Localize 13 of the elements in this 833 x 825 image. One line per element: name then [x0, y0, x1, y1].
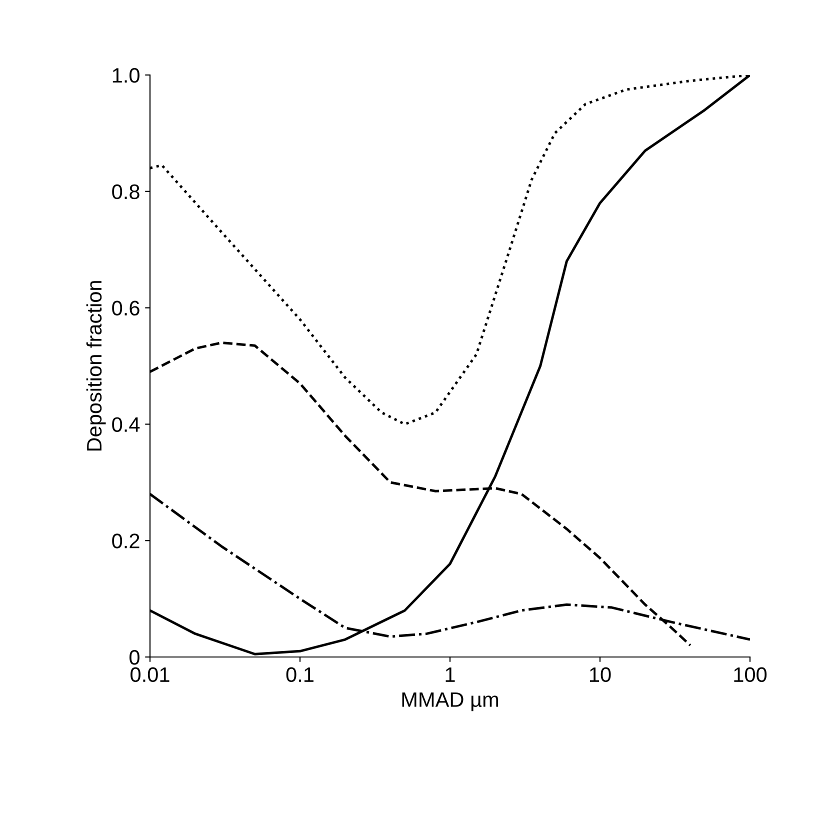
y-tick-label: 0.6	[112, 300, 140, 316]
y-axis-title: Deposition fraction	[86, 281, 106, 451]
y-tick-label: 0.8	[112, 184, 140, 200]
x-tick-label: 0.1	[286, 667, 314, 682]
y-tick-label: 0.2	[112, 534, 140, 548]
y-tick-label: 1.0	[112, 68, 140, 83]
x-axis-title: MMAD µm	[402, 692, 498, 712]
x-tick-label: 1	[446, 667, 455, 682]
x-tick-label: 10	[590, 667, 611, 682]
y-tick-label: 0	[130, 650, 140, 665]
x-tick-label: 0.01	[130, 667, 170, 682]
x-tick-label: 100	[734, 667, 767, 682]
y-tick-label: 0.4	[112, 417, 140, 432]
